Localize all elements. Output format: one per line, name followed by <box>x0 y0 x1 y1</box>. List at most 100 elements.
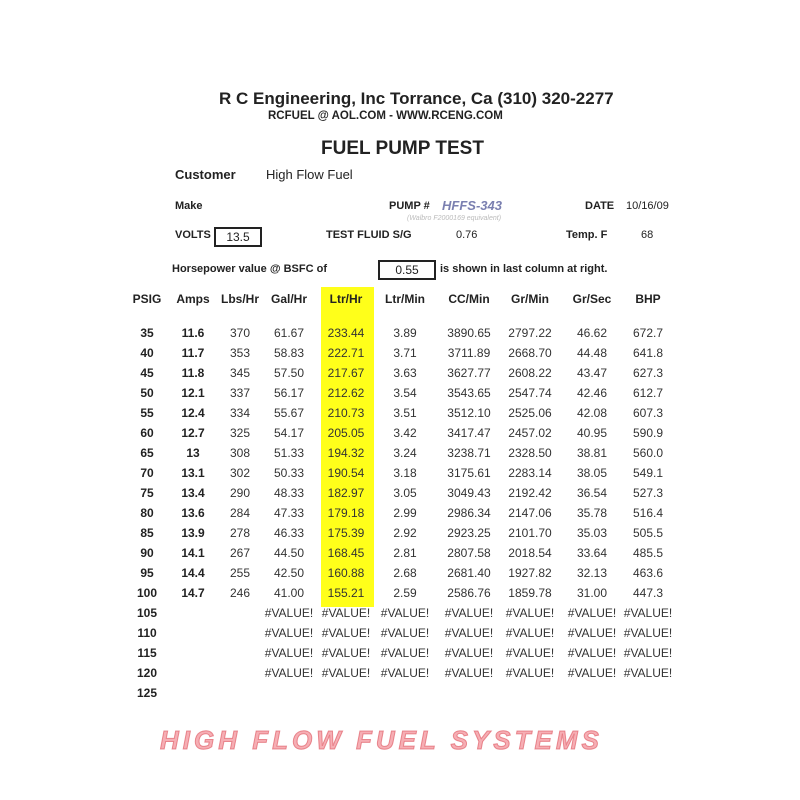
table-cell: #VALUE! <box>321 646 371 660</box>
table-cell: 120 <box>136 666 158 680</box>
table-cell: 14.7 <box>181 586 205 600</box>
table-cell: 3.42 <box>393 426 417 440</box>
table-cell: 80 <box>140 506 154 520</box>
table-cell: 1927.82 <box>508 566 552 580</box>
volts-label: VOLTS <box>175 229 211 241</box>
table-cell: 38.81 <box>576 446 608 460</box>
volts-box: 13.5 <box>214 227 262 247</box>
table-cell: 11.8 <box>181 366 205 380</box>
table-cell: 2.59 <box>393 586 417 600</box>
table-cell: 549.1 <box>632 466 664 480</box>
table-cell: 3627.77 <box>447 366 491 380</box>
table-cell: 194.32 <box>327 446 365 460</box>
column-header: CC/Min <box>448 292 490 306</box>
table-cell: 370 <box>229 326 251 340</box>
table-cell: 607.3 <box>632 406 664 420</box>
table-cell: 179.18 <box>327 506 365 520</box>
table-cell: 85 <box>140 526 154 540</box>
table-cell: 3.18 <box>393 466 417 480</box>
table-cell: #VALUE! <box>380 666 430 680</box>
table-cell: 612.7 <box>632 386 664 400</box>
table-cell: 43.47 <box>576 366 608 380</box>
table-cell: 3.24 <box>393 446 417 460</box>
table-cell: #VALUE! <box>567 606 617 620</box>
table-cell: 3543.65 <box>447 386 491 400</box>
table-cell: 105 <box>136 606 158 620</box>
table-cell: 65 <box>140 446 154 460</box>
table-cell: 516.4 <box>632 506 664 520</box>
table-cell: #VALUE! <box>623 606 673 620</box>
table-cell: 40.95 <box>576 426 608 440</box>
table-cell: #VALUE! <box>264 606 314 620</box>
table-cell: 2668.70 <box>508 346 552 360</box>
table-cell: 36.54 <box>576 486 608 500</box>
table-cell: 345 <box>229 366 251 380</box>
table-cell: 2986.34 <box>447 506 491 520</box>
table-cell: 115 <box>137 646 157 660</box>
table-cell: 463.6 <box>632 566 664 580</box>
table-cell: #VALUE! <box>444 606 494 620</box>
column-header: Gal/Hr <box>270 292 308 306</box>
table-cell: 527.3 <box>632 486 664 500</box>
table-cell: 3.89 <box>393 326 417 340</box>
table-cell: 627.3 <box>632 366 664 380</box>
table-cell: 2923.25 <box>447 526 491 540</box>
table-cell: 44.48 <box>576 346 608 360</box>
table-cell: 54.17 <box>273 426 305 440</box>
column-header: BHP <box>635 292 661 306</box>
table-cell: 13.1 <box>181 466 205 480</box>
table-cell: 2192.42 <box>508 486 552 500</box>
table-cell: 2586.76 <box>447 586 491 600</box>
table-cell: 334 <box>229 406 251 420</box>
table-cell: 47.33 <box>273 506 305 520</box>
table-cell: 2547.74 <box>508 386 552 400</box>
table-cell: #VALUE! <box>380 646 430 660</box>
table-cell: 55 <box>140 406 154 420</box>
temp-value: 68 <box>641 229 654 241</box>
table-cell: 233.44 <box>327 326 365 340</box>
table-cell: 3.54 <box>393 386 417 400</box>
pump-label: PUMP # <box>389 200 430 212</box>
pump-note: (Walbro F2000169 equivalent) <box>407 215 502 222</box>
column-header: Ltr/Hr <box>329 292 363 306</box>
table-cell: 505.5 <box>632 526 664 540</box>
table-cell: 75 <box>140 486 154 500</box>
table-cell: 57.50 <box>273 366 305 380</box>
table-cell: 60 <box>140 426 154 440</box>
table-cell: 46.33 <box>273 526 305 540</box>
table-cell: 3.51 <box>393 406 417 420</box>
table-cell: #VALUE! <box>321 606 371 620</box>
table-cell: 11.7 <box>181 346 205 360</box>
table-cell: 160.88 <box>327 566 365 580</box>
table-cell: 42.46 <box>576 386 608 400</box>
fluid-value: 0.76 <box>456 229 478 241</box>
table-cell: 447.3 <box>632 586 664 600</box>
table-cell: 2328.50 <box>508 446 552 460</box>
table-cell: #VALUE! <box>321 626 371 640</box>
table-cell: 35 <box>140 326 154 340</box>
table-cell: 168.45 <box>327 546 365 560</box>
table-cell: 51.33 <box>273 446 305 460</box>
ltr-hr-highlight <box>321 287 374 607</box>
table-cell: 2101.70 <box>508 526 552 540</box>
table-cell: 2283.14 <box>508 466 552 480</box>
column-header: Amps <box>176 292 210 306</box>
table-cell: 12.4 <box>181 406 205 420</box>
table-cell: 32.13 <box>576 566 608 580</box>
table-cell: 3.71 <box>393 346 417 360</box>
company-header: R C Engineering, Inc Torrance, Ca (310) … <box>219 89 614 108</box>
table-cell: 2.68 <box>393 566 417 580</box>
customer-label: Customer <box>175 167 236 182</box>
table-cell: 14.1 <box>181 546 205 560</box>
pump-value: HFFS-343 <box>442 198 502 213</box>
fluid-label: TEST FLUID S/G <box>326 229 412 241</box>
table-cell: 50.33 <box>273 466 305 480</box>
table-cell: 70 <box>140 466 154 480</box>
hp-label: Horsepower value @ BSFC of <box>172 263 327 275</box>
column-header: PSIG <box>132 292 162 306</box>
table-cell: 255 <box>229 566 251 580</box>
table-cell: 1859.78 <box>508 586 552 600</box>
make-label: Make <box>175 200 203 212</box>
table-cell: 308 <box>229 446 251 460</box>
table-cell: 100 <box>136 586 158 600</box>
